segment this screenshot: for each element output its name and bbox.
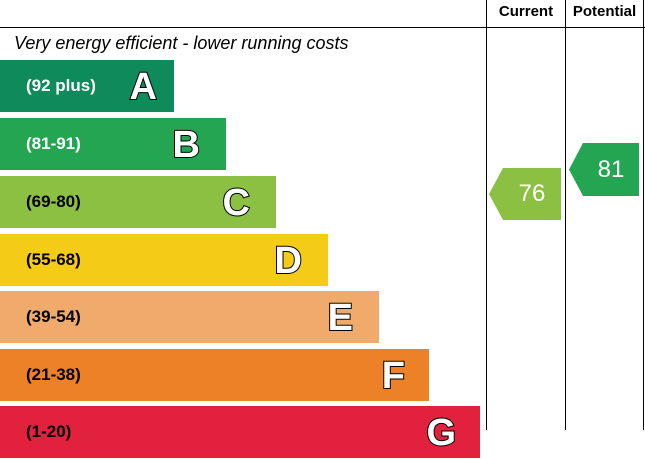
band-g: (1-20) G [0,406,480,458]
right-border [643,0,644,430]
potential-rating-marker: 81 [569,143,639,196]
potential-rating-value: 81 [597,156,625,183]
band-d: (55-68) D [0,234,328,286]
band-b-range: (81-91) [26,134,81,153]
band-b-letter: B [172,123,201,167]
band-d-letter: D [274,239,303,283]
current-rating-marker: 76 [489,168,561,220]
band-f-range: (21-38) [26,365,81,384]
band-d-range: (55-68) [26,250,81,269]
potential-column-header: Potential [572,3,637,20]
current-rating-value: 76 [518,180,546,207]
header-rule [0,27,645,28]
band-c-range: (69-80) [26,192,81,211]
band-a-letter: A [129,65,158,109]
band-g-letter: G [425,411,457,455]
current-column-divider [486,0,487,430]
band-c: (69-80) C [0,176,276,228]
potential-rating-arrow [569,143,639,196]
potential-column-divider [565,0,566,430]
band-e: (39-54) E [0,291,379,343]
current-rating-arrow [489,168,561,220]
current-column-header: Current [498,3,554,20]
band-e-range: (39-54) [26,307,81,326]
band-a-range: (92 plus) [26,76,96,95]
band-f-letter: F [381,354,406,398]
chart-caption: Very energy efficient - lower running co… [14,33,349,53]
band-g-range: (1-20) [26,422,72,441]
band-c-letter: C [222,181,251,225]
band-f: (21-38) F [0,349,429,401]
band-e-letter: E [327,296,354,340]
band-b: (81-91) B [0,118,226,170]
band-a: (92 plus) A [0,60,174,112]
